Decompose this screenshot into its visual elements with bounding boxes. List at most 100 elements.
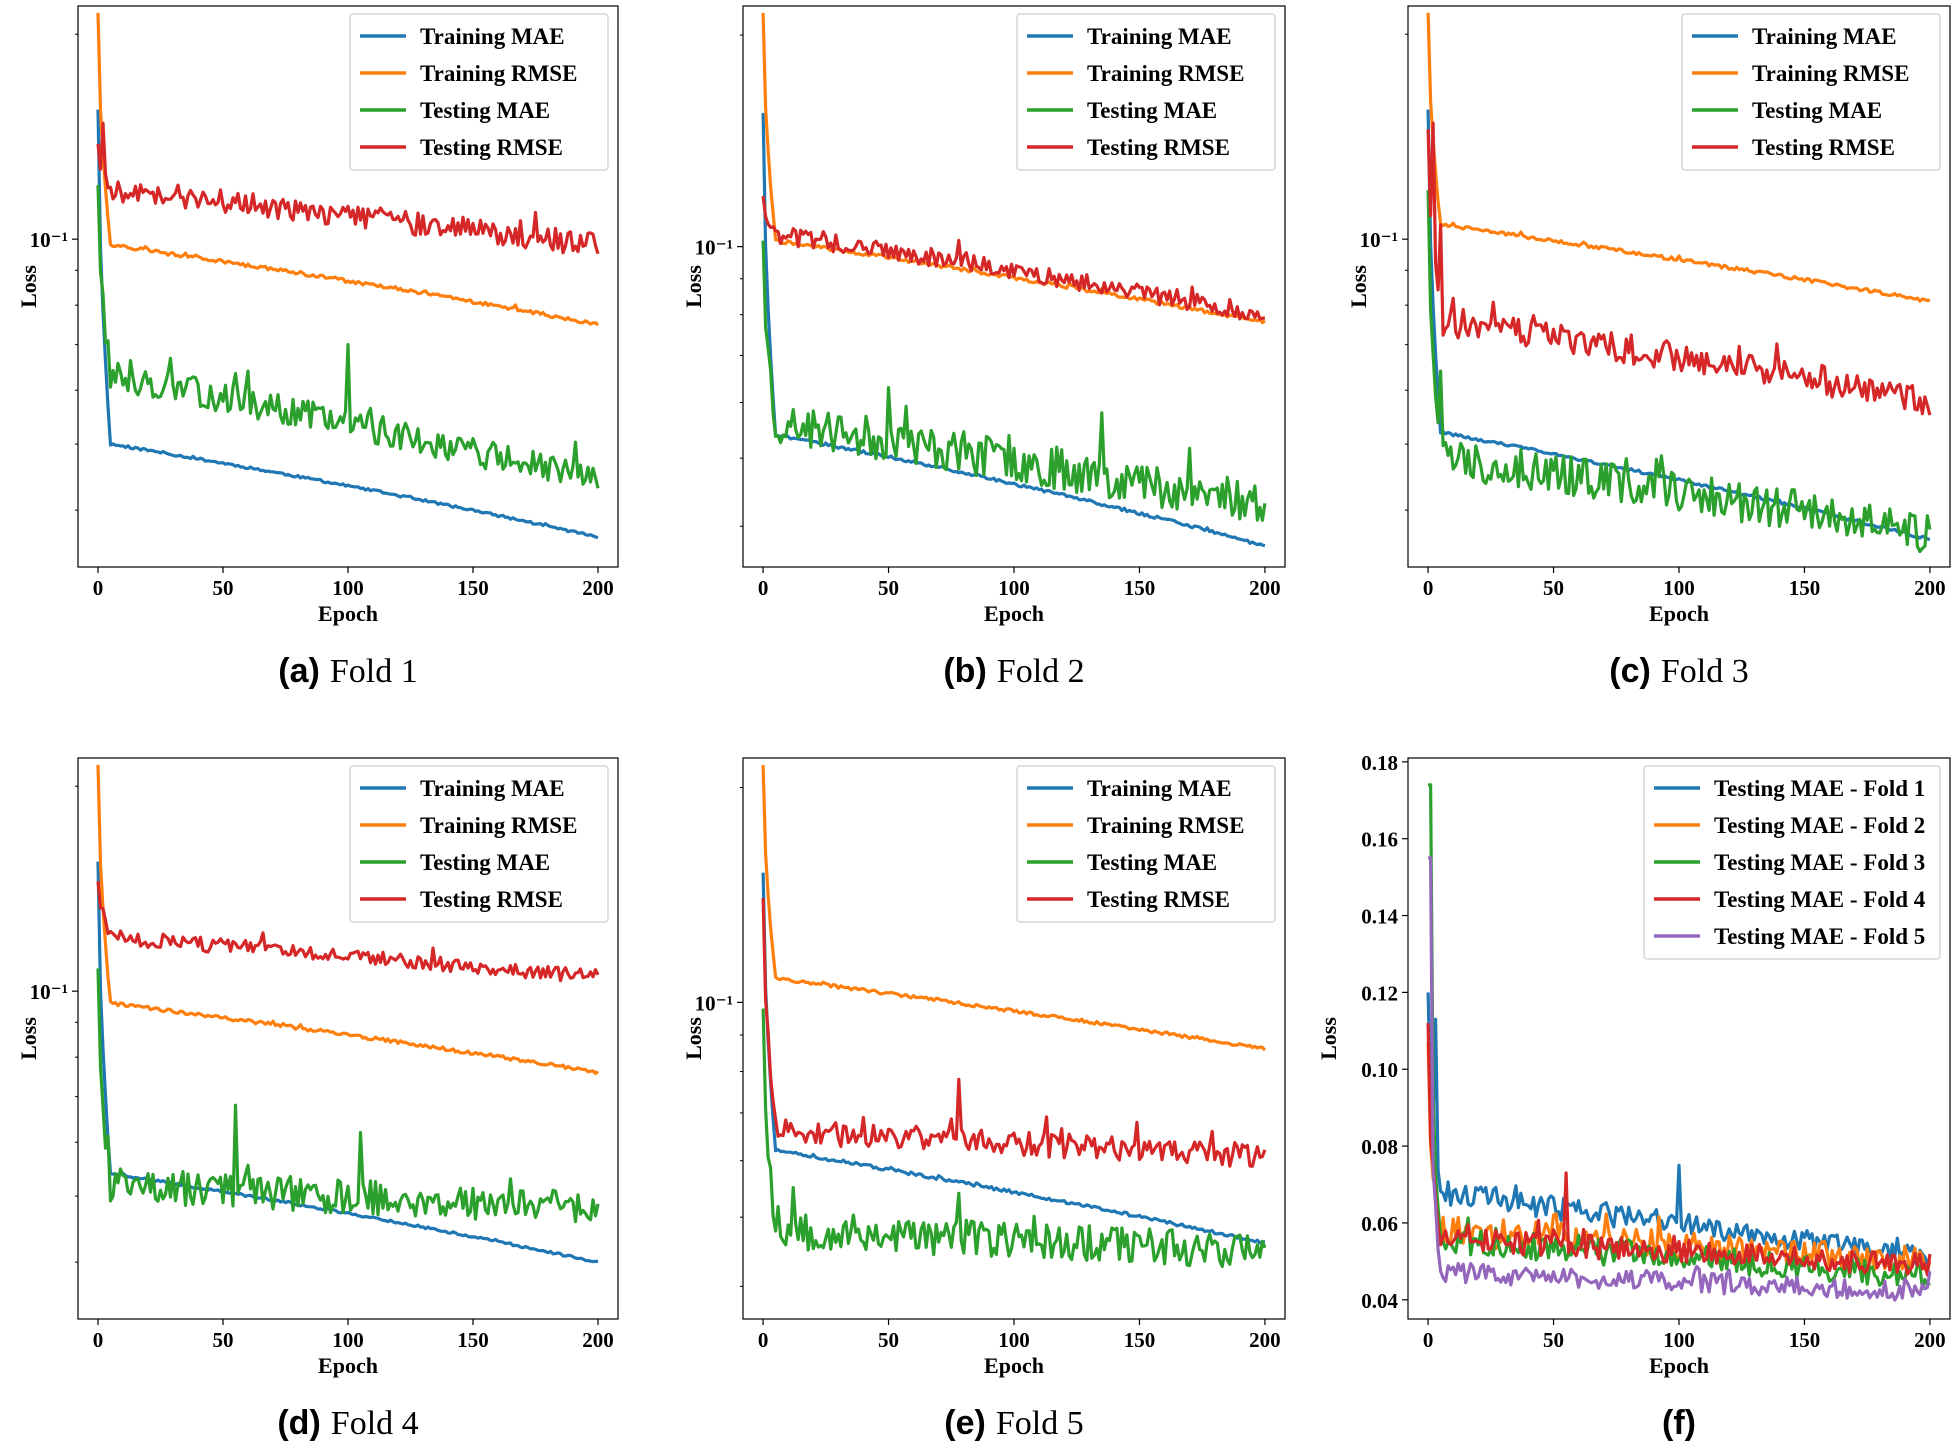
x-tick-label: 0 xyxy=(93,576,104,600)
series-line-testing-rmse xyxy=(761,195,1266,321)
legend-entry: Training RMSE xyxy=(420,61,577,86)
y-axis-label: Loss xyxy=(1346,265,1371,308)
series-line-training-mae xyxy=(96,861,598,1264)
caption-letter: (a) xyxy=(278,652,320,690)
legend-box xyxy=(349,13,609,171)
x-tick-label: 150 xyxy=(457,1328,489,1352)
x-tick-label: 100 xyxy=(998,576,1030,600)
y-tick-label: 0.08 xyxy=(1361,1135,1398,1159)
x-tick-label: 200 xyxy=(582,576,614,600)
legend-entry: Training MAE xyxy=(420,776,565,801)
legend-entry: Training RMSE xyxy=(1087,813,1244,838)
series-line-training-rmse xyxy=(96,12,600,327)
y-tick-label: 0.12 xyxy=(1361,981,1398,1005)
series-line-testing-mae-fold-5 xyxy=(1428,856,1932,1302)
y-tick-label: 0.18 xyxy=(1361,751,1398,775)
panel-caption: (b) Fold 2 xyxy=(943,652,1084,690)
legend-entry: Testing RMSE xyxy=(420,135,563,160)
legend-entry: Testing RMSE xyxy=(1087,887,1230,912)
y-tick-label: 10⁻¹ xyxy=(695,236,733,260)
y-tick-label: 10⁻¹ xyxy=(695,991,733,1015)
series-line-training-mae xyxy=(761,112,1266,548)
legend-entry: Testing MAE - Fold 4 xyxy=(1714,887,1926,912)
x-axis-label: Epoch xyxy=(1649,1353,1709,1378)
legend-box xyxy=(349,765,609,923)
legend-box xyxy=(1643,765,1941,960)
series-line-training-rmse xyxy=(96,764,599,1076)
legend-entry: Training RMSE xyxy=(420,813,577,838)
caption-letter: (c) xyxy=(1609,652,1651,690)
legend-entry: Training RMSE xyxy=(1752,61,1909,86)
x-tick-label: 200 xyxy=(1249,1328,1281,1352)
x-tick-label: 50 xyxy=(878,1328,899,1352)
series-line-testing-rmse xyxy=(96,121,600,255)
legend-box xyxy=(1016,765,1276,923)
y-axis-label: Loss xyxy=(16,265,41,308)
series-group xyxy=(1426,12,1932,554)
legend-entry: Testing MAE xyxy=(1752,98,1882,123)
caption-letter: (e) xyxy=(944,1404,986,1442)
legend-entry: Testing MAE - Fold 5 xyxy=(1714,924,1925,949)
caption-text: Fold 1 xyxy=(330,653,418,690)
legend: Testing MAE - Fold 1 Testing MAE - Fold 2… xyxy=(1643,765,1941,960)
x-tick-label: 0 xyxy=(1423,576,1434,600)
legend-entry: Testing MAE - Fold 2 xyxy=(1714,813,1925,838)
series-line-training-mae xyxy=(761,872,1266,1245)
x-tick-label: 100 xyxy=(332,576,364,600)
caption-text: Fold 4 xyxy=(331,1405,419,1442)
legend-entry: Testing MAE - Fold 1 xyxy=(1714,776,1925,801)
x-tick-label: 200 xyxy=(1914,1328,1946,1352)
y-axis-label: Loss xyxy=(681,265,706,308)
x-tick-label: 50 xyxy=(213,576,234,600)
legend-entry: Testing RMSE xyxy=(420,887,563,912)
y-axis-label: Loss xyxy=(16,1017,41,1060)
x-tick-label: 50 xyxy=(213,1328,234,1352)
series-group xyxy=(96,764,600,1264)
x-tick-label: 100 xyxy=(332,1328,364,1352)
legend: Training MAE Training RMSE Testing MAE Test… xyxy=(1016,13,1276,171)
legend-entry: Testing MAE - Fold 3 xyxy=(1714,850,1925,875)
x-axis-label: Epoch xyxy=(984,1353,1044,1378)
series-line-testing-mae-fold-4 xyxy=(1426,1023,1932,1277)
series-line-testing-mae xyxy=(761,1008,1267,1269)
legend-box xyxy=(1016,13,1276,171)
legend: Training MAE Training RMSE Testing MAE Test… xyxy=(349,13,609,171)
x-tick-label: 100 xyxy=(1663,576,1695,600)
x-tick-label: 200 xyxy=(582,1328,614,1352)
legend-entry: Training RMSE xyxy=(1087,61,1244,86)
legend-box xyxy=(1681,13,1941,171)
panel-caption: (f) xyxy=(1662,1404,1696,1442)
x-axis-label: Epoch xyxy=(984,601,1044,626)
y-tick-label: 10⁻¹ xyxy=(1360,228,1398,252)
series-group xyxy=(761,765,1267,1269)
y-axis-label: Loss xyxy=(1316,1017,1341,1060)
x-tick-label: 150 xyxy=(1789,576,1821,600)
panel-f: 0 50 100 150 200 0.04 0.06 0.08 0.10 0.12 0.14 0.16… xyxy=(1316,751,1951,1442)
legend-entry: Testing RMSE xyxy=(1087,135,1230,160)
panel-caption: (d) Fold 4 xyxy=(277,1404,418,1442)
y-axis-label: Loss xyxy=(681,1017,706,1060)
caption-text: Fold 3 xyxy=(1661,653,1749,690)
x-axis-label: Epoch xyxy=(318,1353,378,1378)
series-line-training-mae xyxy=(96,109,599,540)
legend-entry: Testing MAE xyxy=(1087,98,1217,123)
x-tick-label: 150 xyxy=(1124,576,1156,600)
x-axis-label: Epoch xyxy=(318,601,378,626)
legend-entry: Training MAE xyxy=(1087,776,1232,801)
legend-entry: Training MAE xyxy=(1087,24,1232,49)
caption-letter: (b) xyxy=(943,652,986,690)
caption-text: Fold 2 xyxy=(997,653,1085,690)
x-tick-label: 150 xyxy=(1124,1328,1156,1352)
series-line-testing-rmse xyxy=(96,881,600,983)
series-line-testing-mae xyxy=(96,968,600,1224)
y-tick-label: 10⁻¹ xyxy=(30,228,68,252)
y-tick-label: 0.04 xyxy=(1361,1289,1398,1313)
y-tick-label: 0.14 xyxy=(1361,905,1398,929)
x-axis-label: Epoch xyxy=(1649,601,1709,626)
series-group xyxy=(761,12,1267,548)
